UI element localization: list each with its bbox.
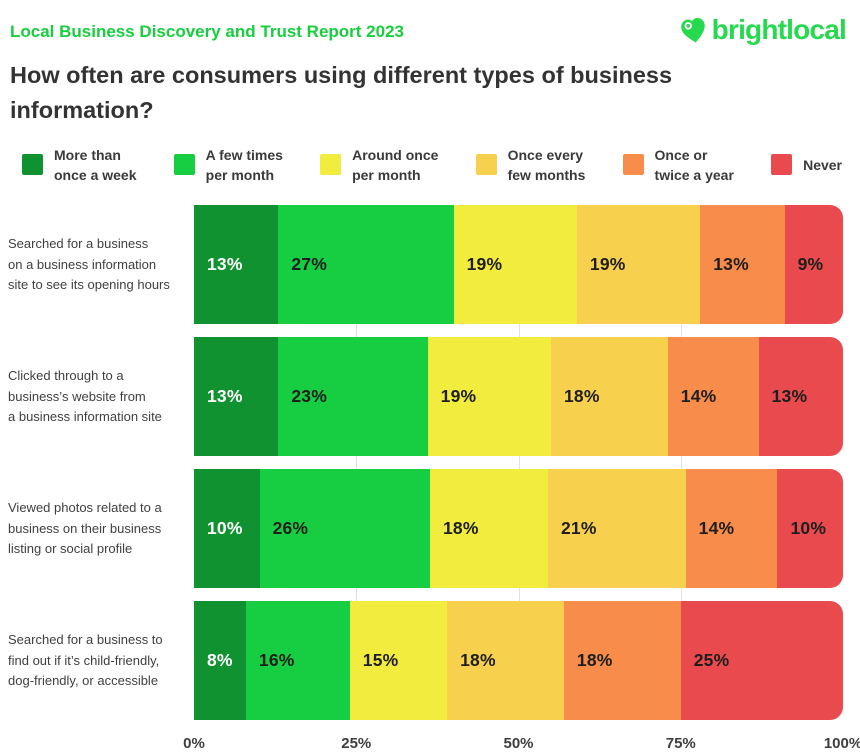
bar-segment: 21% [548,469,686,589]
legend-label: More than once a week [54,146,137,183]
x-tick: 75% [665,735,696,753]
row-label: Searched for a business to find out if i… [8,632,163,688]
legend-swatch [173,154,195,176]
bar-segment: 15% [349,601,448,721]
heart-pin-icon [674,10,712,48]
segment-value: 18% [576,650,613,671]
bar-segment: 26% [259,469,430,589]
segment-value: 13% [207,254,243,275]
legend-item: Around once per month [320,145,438,186]
bar-row: 13% 23% 19% 18% 14% 13% [194,337,843,457]
bar-segment: 9% [784,205,844,325]
segment-value: 13% [771,386,808,407]
bar-segment: 13% [758,337,843,457]
bar-segment: 13% [700,205,785,325]
bar-segment: 19% [427,337,551,457]
x-tick: 25% [341,735,372,753]
segment-value: 19% [589,254,626,275]
bar-segment: 8% [194,601,246,721]
segment-value: 18% [460,650,496,671]
legend: More than once a week A few times per mon… [22,145,842,186]
legend-label: Around once per month [352,146,439,183]
legend-item: Once every few months [475,145,586,186]
segment-value: 14% [698,518,735,539]
x-tick: 100% [823,735,860,753]
row-label: Searched for a business on a business in… [8,236,170,292]
bar-segment: 27% [278,205,454,325]
segment-value: 18% [443,518,479,539]
bar-segment: 19% [453,205,577,325]
bar-segment: 18% [550,337,668,457]
plot-area: 13% 27% 19% 19% 13% 9% 13% 23% 19% 18% 14% 13% 10% 26… [194,205,844,721]
bar-segment: 13% [194,337,279,457]
segment-value: 8% [207,650,233,671]
segment-value: 13% [207,386,243,407]
legend-swatch [475,154,497,176]
legend-swatch [22,154,43,176]
x-tick: 50% [503,735,534,753]
bar-segment: 25% [680,601,843,721]
legend-item: Never [771,154,842,176]
row-label: Viewed photos related to a business on t… [8,500,162,556]
bar-segment: 14% [685,469,778,589]
legend-label: Never [803,156,842,173]
legend-swatch [771,154,793,176]
gridline [680,205,682,721]
bar-segment: 16% [245,601,350,721]
stacked-bar-chart: Searched for a business on a business in… [8,205,844,721]
category-labels: Searched for a business on a business in… [8,205,194,720]
segment-value: 13% [713,254,749,275]
bar-row: 8% 16% 15% 18% 18% 25% [194,601,843,721]
bar-segment: 18% [430,469,548,589]
bar-segment: 19% [576,205,701,325]
legend-item: More than once a week [22,145,137,186]
segment-value: 26% [272,518,309,539]
segment-value: 25% [693,650,730,671]
legend-label: A few times per month [205,146,283,183]
x-axis: 0% 25% 50% 75% 100% [183,730,860,756]
row-label: Clicked through to a business’s website … [8,368,162,424]
report-title: Local Business Discovery and Trust Repor… [10,22,404,41]
bar-segment: 10% [777,469,844,589]
segment-value: 21% [561,518,597,539]
segment-value: 10% [207,518,243,539]
segment-value: 15% [362,650,399,671]
segment-value: 9% [797,254,824,275]
gridline [518,205,520,721]
segment-value: 16% [258,650,295,671]
legend-label: Once or twice a year [654,146,734,183]
brand-logo-text: brightlocal [711,13,847,45]
legend-item: Once or twice a year [622,145,734,186]
brand-logo: brightlocal [674,10,847,48]
segment-value: 19% [440,386,477,407]
segment-value: 19% [466,254,503,275]
legend-item: A few times per month [173,145,283,186]
segment-value: 18% [563,386,600,407]
bar-segment: 18% [563,601,681,721]
bar-row: 10% 26% 18% 21% 14% 10% [194,469,844,589]
header: Local Business Discovery and Trust Repor… [0,0,860,46]
bar-segment: 23% [278,337,428,457]
segment-value: 27% [291,254,328,275]
legend-swatch [320,154,342,176]
bar-segment: 13% [194,205,279,325]
bar-row: 13% 27% 19% 19% 13% 9% [194,205,844,325]
gridline [356,205,358,721]
bar-segment: 10% [194,469,260,589]
legend-label: Once every few months [507,146,586,183]
page-title: How often are consumers using different … [10,62,673,123]
bar-segment: 18% [447,601,564,721]
segment-value: 23% [291,386,328,407]
bar-segment: 14% [667,337,759,457]
x-tick: 0% [183,735,205,753]
segment-value: 14% [680,386,717,407]
segment-value: 10% [790,518,827,539]
legend-swatch [622,154,644,176]
